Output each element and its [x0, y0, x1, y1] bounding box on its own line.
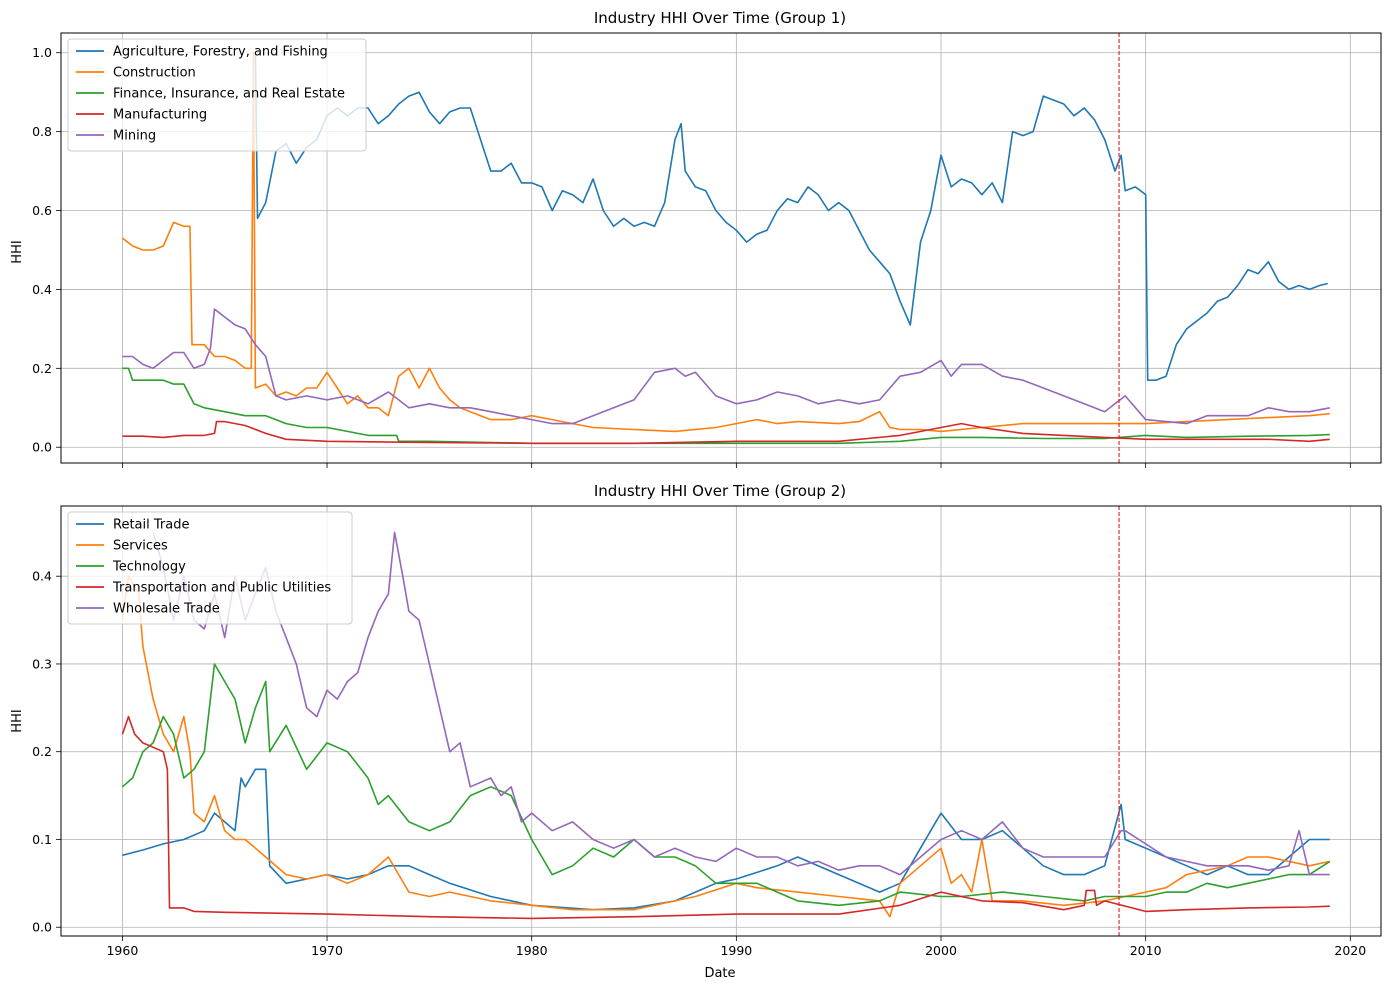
y-axis-label: HHI — [10, 240, 25, 263]
series-line — [152, 531, 1330, 876]
series-lines — [121, 531, 1331, 920]
axis-ticks: 0.0 0.2 0.4 0.6 0.8 1.0 — [32, 45, 1351, 468]
x-tick-label: 1970 — [311, 943, 343, 958]
y-tick-label: 0.1 — [32, 832, 52, 847]
series-line — [121, 715, 1330, 920]
chart-title: Industry HHI Over Time (Group 2) — [594, 482, 846, 500]
y-tick-label: 0.6 — [32, 203, 52, 218]
series-line — [254, 52, 1328, 381]
legend: Retail Trade Services Technology Transporta… — [67, 511, 353, 625]
plot-frame — [60, 32, 1382, 464]
legend: Agriculture, Forestry, and Fishing Constr… — [67, 38, 367, 152]
series-line — [122, 308, 1330, 425]
legend-label: Manufacturing — [113, 108, 207, 123]
legend-label: Wholesale Trade — [113, 602, 220, 617]
y-tick-label: 0.2 — [32, 361, 52, 376]
x-axis-label: Date — [704, 966, 735, 981]
y-tick-label: 0.3 — [32, 656, 52, 671]
plot-frame — [60, 505, 1382, 937]
series-line — [121, 51, 1330, 433]
legend-label: Construction — [113, 66, 196, 81]
series-line — [121, 575, 1330, 918]
legend-label: Transportation and Public Utilities — [112, 581, 331, 596]
x-tick-label: 2010 — [1130, 943, 1162, 958]
legend-box — [67, 38, 367, 152]
legend-label: Finance, Insurance, and Real Estate — [113, 87, 345, 102]
legend-label: Retail Trade — [113, 518, 189, 533]
y-tick-label: 0.0 — [32, 440, 52, 455]
series-line — [122, 420, 1330, 445]
series-lines — [121, 51, 1330, 445]
series-line — [121, 663, 1331, 907]
legend-label: Agriculture, Forestry, and Fishing — [113, 45, 328, 60]
y-tick-label: 1.0 — [32, 45, 52, 60]
series-line — [122, 367, 1330, 445]
y-axis-label: HHI — [10, 709, 25, 732]
axis-ticks: 1960 1970 1980 1990 2000 2010 2020 0.0 0.1 0.2 0.3… — [32, 569, 1366, 958]
legend-label: Services — [113, 539, 168, 554]
y-tick-label: 0.4 — [32, 569, 52, 584]
x-tick-label: 1980 — [516, 943, 548, 958]
legend-box — [67, 511, 353, 625]
x-tick-label: 2020 — [1334, 943, 1366, 958]
chart-panel-group-1: Industry HHI Over Time (Group 1) HHI 0.0… — [10, 9, 1382, 468]
legend-label: Technology — [112, 560, 186, 575]
x-tick-label: 2000 — [925, 943, 957, 958]
y-tick-label: 0.4 — [32, 282, 52, 297]
chart-panel-group-2: Industry HHI Over Time (Group 2) HHI Dat… — [10, 482, 1382, 981]
series-line — [122, 768, 1330, 911]
y-tick-label: 0.0 — [32, 920, 52, 935]
x-tick-label: 1990 — [720, 943, 752, 958]
legend-label: Mining — [113, 129, 156, 144]
y-tick-label: 0.8 — [32, 124, 52, 139]
chart-title: Industry HHI Over Time (Group 1) — [594, 9, 846, 27]
y-tick-label: 0.2 — [32, 744, 52, 759]
x-tick-label: 1960 — [106, 943, 138, 958]
